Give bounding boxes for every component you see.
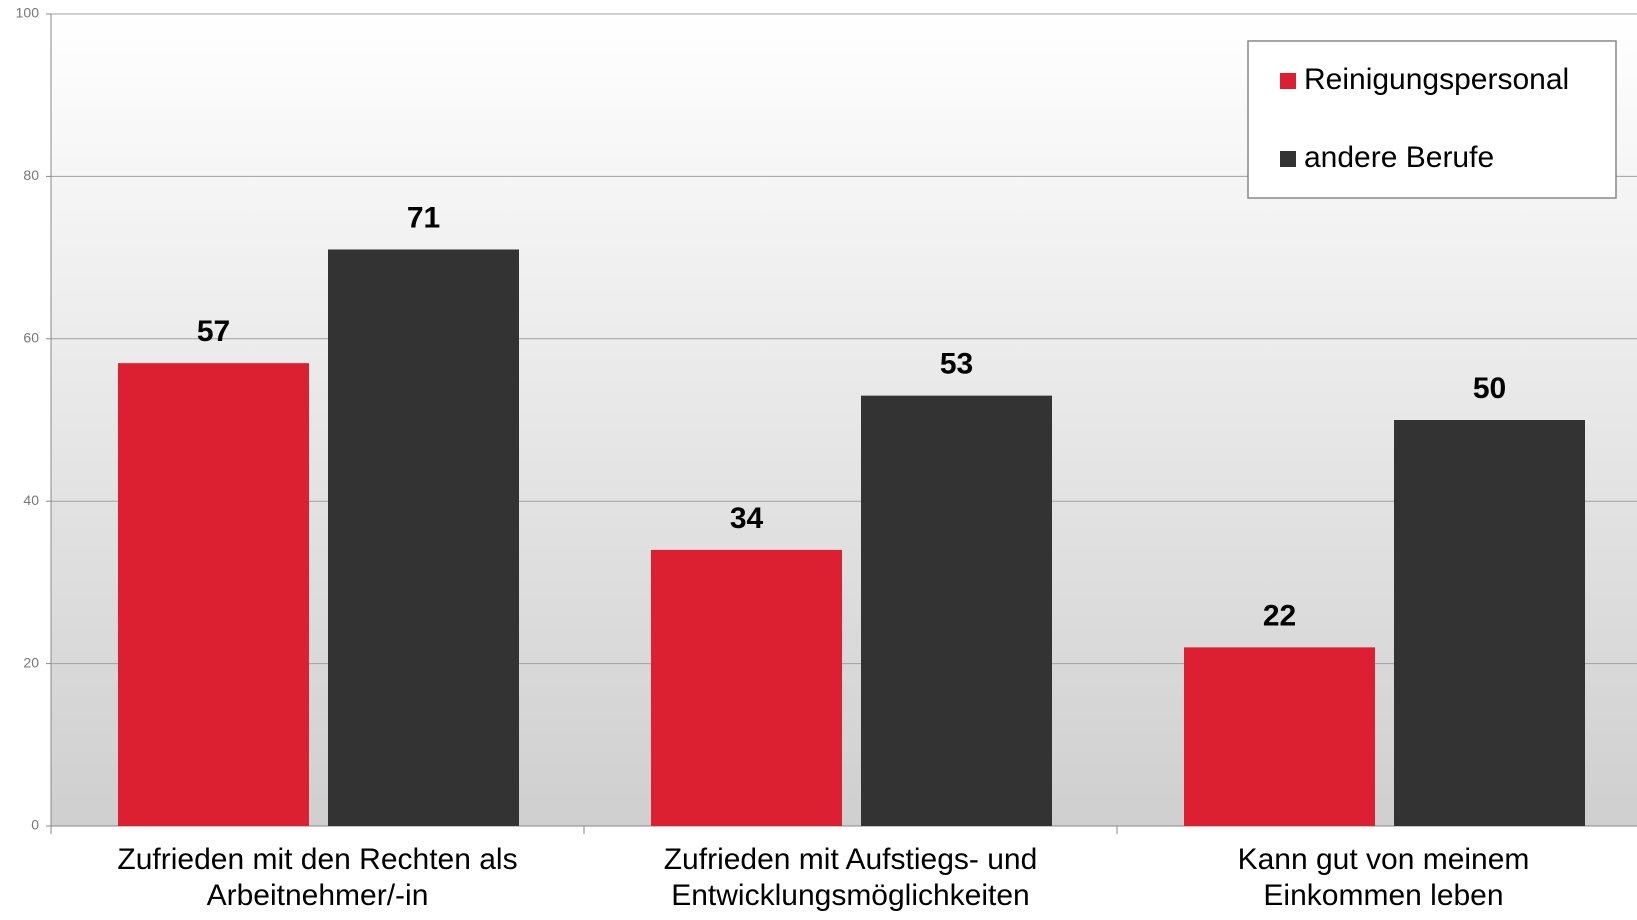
x-tick-label: Zufrieden mit den Rechten als Arbeitnehm… [117,843,518,912]
y-tick-label: 20 [23,654,39,670]
y-tick-label: 60 [23,330,39,346]
legend-box [1247,40,1617,199]
value-label: 34 [730,502,764,535]
value-label: 57 [197,315,230,348]
value-label: 50 [1473,372,1506,405]
x-tick-label: Zufrieden mit Aufstiegs- und Entwicklung… [663,843,1038,912]
y-tick-label: 40 [23,492,39,508]
bar [651,549,842,826]
bar [328,249,519,827]
x-tick-label: Kann gut von meinem Einkommen leben [1237,843,1530,912]
y-tick-label: 100 [16,5,40,21]
legend-swatch [1280,73,1296,89]
y-tick-label: 80 [23,167,39,183]
legend-swatch [1280,151,1296,167]
value-label: 53 [940,348,973,381]
bar [1184,647,1375,826]
legend-label: andere Berufe [1304,141,1494,174]
y-tick-label: 0 [31,817,39,833]
bar [1394,420,1585,826]
bar [861,395,1052,826]
value-label: 71 [407,201,440,234]
bar [118,363,309,826]
legend-label: Reinigungspersonal [1304,63,1569,96]
value-label: 22 [1263,599,1296,632]
